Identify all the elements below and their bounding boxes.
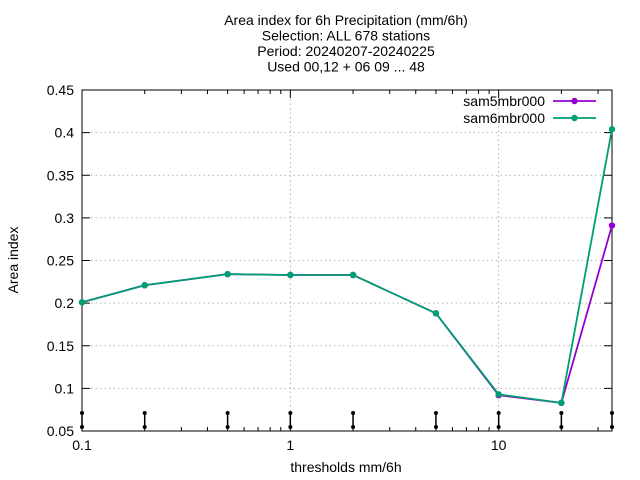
data-point-sam5mbr000 [608, 222, 616, 229]
threshold-marker-dot [288, 425, 293, 429]
threshold-marker-dot [80, 411, 84, 415]
y-tick-label: 0.4 [55, 125, 75, 141]
y-tick-label: 0.35 [47, 167, 74, 183]
title-line: Selection: ALL 678 stations [262, 28, 430, 44]
threshold-markers [80, 411, 614, 429]
y-tick-label: 0.45 [47, 82, 74, 98]
title-line: Period: 20240207-20240225 [257, 43, 435, 59]
threshold-marker-dot [610, 411, 614, 415]
x-tick-label: 10 [491, 437, 507, 453]
threshold-marker-dot [142, 425, 147, 429]
legend-swatch-point [571, 97, 578, 105]
y-tick-label: 0.1 [55, 380, 75, 396]
legend-label: sam6mbr000 [463, 110, 545, 126]
legend-swatch-point [571, 114, 578, 122]
threshold-marker-dot [225, 425, 230, 429]
threshold-marker-dot [496, 411, 501, 415]
data-point-sam6mbr000 [349, 271, 357, 279]
threshold-marker-dot [433, 425, 438, 429]
y-tick-label: 0.25 [47, 253, 74, 269]
y-tick-label: 0.2 [55, 295, 75, 311]
threshold-marker-dot [559, 411, 564, 415]
threshold-marker-dot [610, 425, 614, 429]
series-line-sam6mbr000 [81, 129, 613, 404]
x-axis-label: thresholds mm/6h [290, 459, 401, 475]
title-line: Used 00,12 + 06 09 ... 48 [267, 59, 425, 75]
title-line: Area index for 6h Precipitation (mm/6h) [224, 12, 468, 28]
data-point-sam6mbr000 [224, 270, 231, 278]
data-point-sam6mbr000 [558, 399, 565, 407]
x-tick-label: 1 [286, 437, 294, 453]
chart-title: Area index for 6h Precipitation (mm/6h)S… [224, 12, 468, 75]
data-point-sam6mbr000 [141, 282, 148, 289]
y-axis-ticks: 0.05 0.1 0.15 0.2 0.25 0.3 0.35 0.4 0.45 [47, 82, 612, 439]
x-tick-label: 0.1 [72, 437, 92, 453]
series-lines [78, 126, 616, 407]
threshold-marker-dot [496, 425, 501, 429]
threshold-marker-dot [559, 425, 564, 429]
y-tick-label: 0.15 [47, 338, 74, 354]
data-point-sam6mbr000 [287, 271, 294, 279]
y-tick-label: 0.3 [55, 210, 75, 226]
threshold-marker-dot [142, 411, 147, 415]
threshold-marker-dot [351, 425, 356, 429]
threshold-marker-dot [225, 411, 230, 415]
data-point-sam6mbr000 [495, 391, 502, 398]
y-axis-label: Area index [5, 227, 21, 294]
data-point-sam6mbr000 [608, 126, 616, 133]
grid [82, 90, 612, 431]
threshold-marker-dot [351, 411, 356, 415]
data-point-sam6mbr000 [432, 310, 440, 317]
y-tick-label: 0.05 [47, 423, 74, 439]
threshold-marker-dot [80, 425, 84, 429]
data-point-sam6mbr000 [78, 299, 86, 306]
legend-label: sam5mbr000 [463, 93, 545, 109]
series-line-sam5mbr000 [81, 225, 613, 404]
threshold-marker-dot [288, 411, 293, 415]
threshold-marker-dot [433, 411, 438, 415]
